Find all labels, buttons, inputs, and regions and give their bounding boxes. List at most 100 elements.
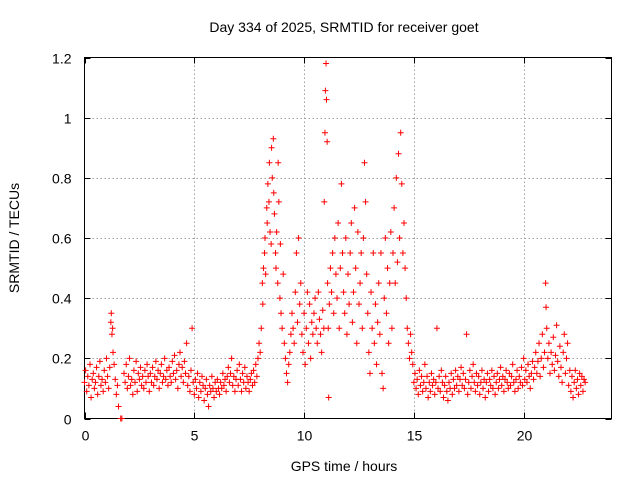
data-point	[137, 364, 144, 371]
data-point	[201, 397, 208, 404]
data-point	[392, 280, 399, 287]
data-point	[86, 361, 93, 368]
data-point	[91, 385, 98, 392]
data-point	[159, 379, 166, 386]
data-point	[352, 265, 359, 272]
data-point	[386, 280, 393, 287]
data-point	[544, 355, 551, 362]
data-point	[360, 235, 367, 241]
data-point	[278, 310, 285, 317]
data-point	[437, 388, 444, 395]
data-point	[332, 271, 339, 278]
data-point	[349, 319, 356, 326]
data-point	[225, 364, 232, 371]
data-point	[363, 271, 370, 278]
data-point	[523, 379, 530, 386]
data-point	[304, 289, 311, 296]
data-point	[380, 385, 387, 392]
data-point	[274, 280, 281, 287]
data-point	[139, 373, 146, 380]
data-point	[142, 379, 149, 386]
data-point	[335, 219, 342, 226]
data-point	[231, 388, 238, 395]
data-point	[184, 382, 191, 389]
data-point	[327, 265, 334, 272]
data-point	[303, 325, 310, 332]
data-point	[162, 376, 169, 383]
data-point	[364, 310, 371, 317]
data-point	[286, 349, 293, 356]
data-point	[521, 376, 528, 383]
data-point	[236, 361, 243, 368]
data-point	[277, 241, 284, 248]
data-point	[526, 373, 533, 380]
data-point	[177, 349, 184, 356]
data-point	[125, 373, 132, 380]
data-point	[134, 388, 141, 395]
data-point	[290, 325, 297, 332]
data-point	[499, 373, 506, 380]
data-point	[372, 301, 379, 308]
data-point	[172, 376, 179, 383]
data-point	[568, 373, 575, 380]
data-point	[565, 382, 572, 389]
data-point	[342, 235, 349, 241]
data-point	[325, 325, 332, 332]
data-point	[432, 379, 439, 386]
data-point	[474, 382, 481, 389]
data-point	[430, 376, 437, 383]
data-point	[89, 376, 96, 383]
data-point	[340, 289, 347, 296]
data-point	[371, 340, 378, 347]
data-point	[245, 379, 252, 386]
data-point	[242, 385, 249, 392]
data-point	[107, 319, 114, 326]
data-point	[122, 379, 129, 386]
data-point	[239, 370, 246, 377]
data-point	[181, 358, 188, 365]
data-point	[323, 60, 330, 67]
data-point	[312, 295, 319, 302]
data-point	[512, 376, 519, 383]
data-point	[247, 376, 254, 383]
data-point	[415, 391, 422, 398]
data-point	[92, 379, 99, 386]
data-point	[307, 355, 314, 362]
data-point	[557, 364, 564, 371]
data-point	[115, 403, 122, 410]
data-point	[179, 364, 186, 371]
data-point	[467, 385, 474, 392]
data-point	[272, 265, 279, 272]
data-point	[452, 367, 459, 374]
data-point	[109, 325, 116, 332]
data-point	[250, 367, 257, 374]
data-point	[433, 325, 440, 332]
data-point	[429, 382, 436, 389]
x-tick-label: 20	[517, 428, 533, 444]
data-point	[90, 370, 97, 377]
data-point	[428, 370, 435, 377]
data-point	[405, 340, 412, 347]
data-point	[254, 355, 261, 362]
data-point	[148, 379, 155, 386]
data-point	[511, 388, 518, 395]
data-point	[238, 388, 245, 395]
data-point	[473, 370, 480, 377]
y-tick-label: 0.8	[52, 171, 72, 187]
data-point	[545, 340, 552, 347]
x-tick-label: 15	[407, 428, 423, 444]
data-point	[553, 322, 560, 329]
data-point	[128, 376, 135, 383]
data-point	[422, 385, 429, 392]
data-point	[420, 379, 427, 386]
data-point	[287, 331, 294, 338]
data-point	[548, 349, 555, 356]
data-point	[396, 235, 403, 241]
axis-ticks: 0 0.2 0.4 0.6 0.8 1 1.2 0 5 10 15 20	[52, 51, 612, 444]
data-point	[458, 364, 465, 371]
data-point	[101, 367, 108, 374]
data-point	[353, 340, 360, 347]
data-point	[528, 370, 535, 377]
data-point	[334, 295, 341, 302]
data-point	[515, 385, 522, 392]
